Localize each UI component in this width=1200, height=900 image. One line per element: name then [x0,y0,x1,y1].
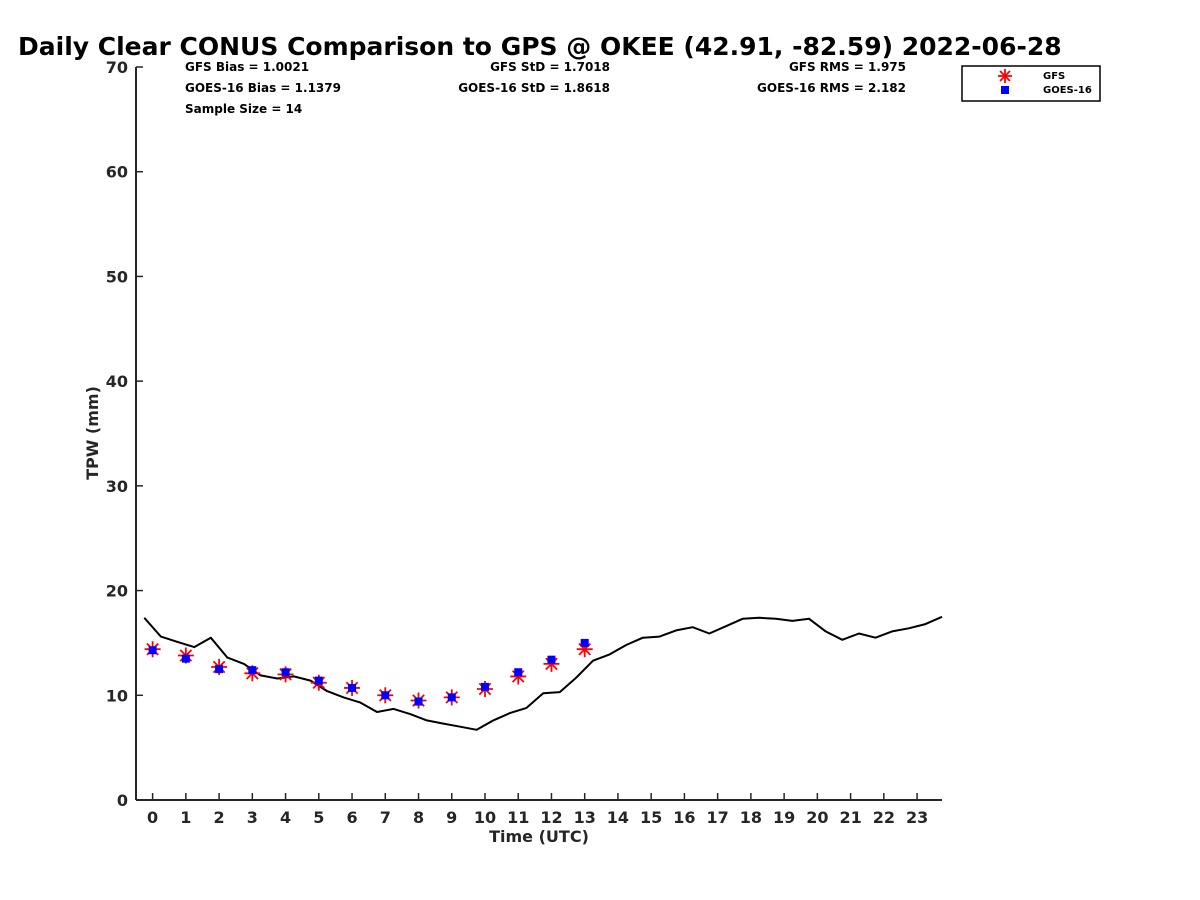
gfs-std-stat: GFS StD = 1.7018 [490,60,610,74]
y-tick-label: 20 [106,582,128,601]
y-tick-label: 60 [106,163,128,182]
x-tick-label: 11 [507,808,529,827]
goes-16-point [148,646,157,655]
goes-16-point [514,668,523,677]
x-axis-label: Time (UTC) [489,827,589,846]
x-tick-label: 9 [446,808,457,827]
x-tick-label: 21 [839,808,861,827]
x-tick-label: 20 [806,808,828,827]
legend-gfs-marker [998,69,1012,83]
y-tick-label: 40 [106,372,128,391]
x-tick-label: 1 [180,808,191,827]
x-tick-label: 19 [773,808,795,827]
legend-gfs-label: GFS [1043,71,1065,82]
gfs-bias-stat: GFS Bias = 1.0021 [185,60,309,74]
x-tick-label: 18 [740,808,762,827]
x-tick-label: 7 [380,808,391,827]
goes-16-point [547,655,556,664]
x-tick-label: 23 [906,808,928,827]
gps-series-line [143,615,943,731]
legend-goes-marker [1001,86,1009,94]
goes-16-point [215,665,224,674]
goes-std-stat: GOES-16 StD = 1.8618 [458,81,610,95]
x-tick-label: 17 [707,808,729,827]
x-tick-label: 3 [247,808,258,827]
goes-16-point [580,638,589,647]
goes-16-point [248,666,257,675]
y-tick-label: 50 [106,267,128,286]
sample-size-stat: Sample Size = 14 [185,102,302,116]
goes-16-point [447,693,456,702]
x-tick-label: 6 [346,808,357,827]
y-tick-label: 0 [117,791,128,810]
goes-rms-stat: GOES-16 RMS = 2.182 [757,81,906,95]
chart-title: Daily Clear CONUS Comparison to GPS @ OK… [18,32,1062,61]
legend-gfs-asterisk [998,69,1012,83]
goes-16-point [381,691,390,700]
x-tick-label: 5 [313,808,324,827]
legend-goes-label: GOES-16 [1043,85,1092,96]
x-tick-label: 14 [607,808,629,827]
x-tick-label: 16 [673,808,695,827]
y-tick-label: 70 [106,58,128,77]
x-tick-label: 22 [873,808,895,827]
goes-16-point [480,682,489,691]
x-tick-label: 4 [280,808,291,827]
x-tick-label: 15 [640,808,662,827]
x-tick-label: 0 [147,808,158,827]
x-tick-label: 10 [474,808,496,827]
goes-16-point [314,676,323,685]
gfs-rms-stat: GFS RMS = 1.975 [789,60,906,74]
goes-16-point [281,668,290,677]
axes: 0 1 2 3 4 5 6 7 8 9 10 11 12 13 14 15 16 17 18 19 20 21 22 2301… [106,58,942,827]
x-tick-label: 8 [413,808,424,827]
x-tick-label: 13 [574,808,596,827]
legend: GFS GOES-16 [961,65,1101,102]
x-tick-label: 2 [214,808,225,827]
y-axis-label: TPW (mm) [83,386,102,480]
y-tick-label: 10 [106,686,128,705]
goes-16-point [181,654,190,663]
x-tick-label: 12 [540,808,562,827]
goes-16-point [348,683,357,692]
goes-bias-stat: GOES-16 Bias = 1.1379 [185,81,341,95]
goes-16-point [414,697,423,706]
legend-box [961,65,1101,102]
plot-area [143,615,943,731]
y-tick-label: 30 [106,477,128,496]
